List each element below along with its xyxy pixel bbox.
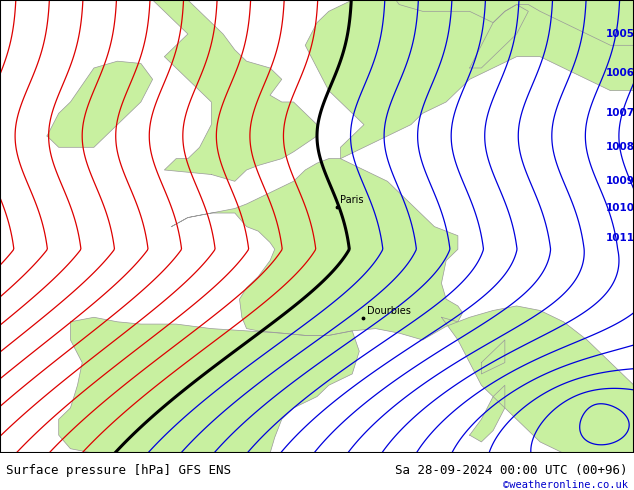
- Text: 1005: 1005: [606, 29, 634, 39]
- Text: Paris: Paris: [340, 195, 364, 205]
- Text: 1008: 1008: [606, 142, 634, 152]
- Text: 1006: 1006: [606, 68, 634, 77]
- Polygon shape: [59, 318, 359, 453]
- Text: Sa 28-09-2024 00:00 UTC (00+96): Sa 28-09-2024 00:00 UTC (00+96): [395, 465, 628, 477]
- Text: 1007: 1007: [606, 108, 634, 118]
- Text: ©weatheronline.co.uk: ©weatheronline.co.uk: [503, 480, 628, 490]
- Polygon shape: [470, 4, 528, 68]
- Polygon shape: [376, 0, 634, 45]
- Text: 1009: 1009: [606, 176, 634, 186]
- Polygon shape: [305, 0, 634, 159]
- Polygon shape: [481, 340, 505, 374]
- Polygon shape: [171, 159, 463, 340]
- Text: 1011: 1011: [606, 233, 634, 243]
- Text: 1010: 1010: [606, 203, 634, 214]
- Polygon shape: [47, 61, 153, 147]
- Polygon shape: [153, 0, 317, 181]
- Polygon shape: [441, 306, 634, 453]
- Text: Dourbies: Dourbies: [367, 306, 411, 316]
- Polygon shape: [470, 385, 505, 442]
- Text: Surface pressure [hPa] GFS ENS: Surface pressure [hPa] GFS ENS: [6, 465, 231, 477]
